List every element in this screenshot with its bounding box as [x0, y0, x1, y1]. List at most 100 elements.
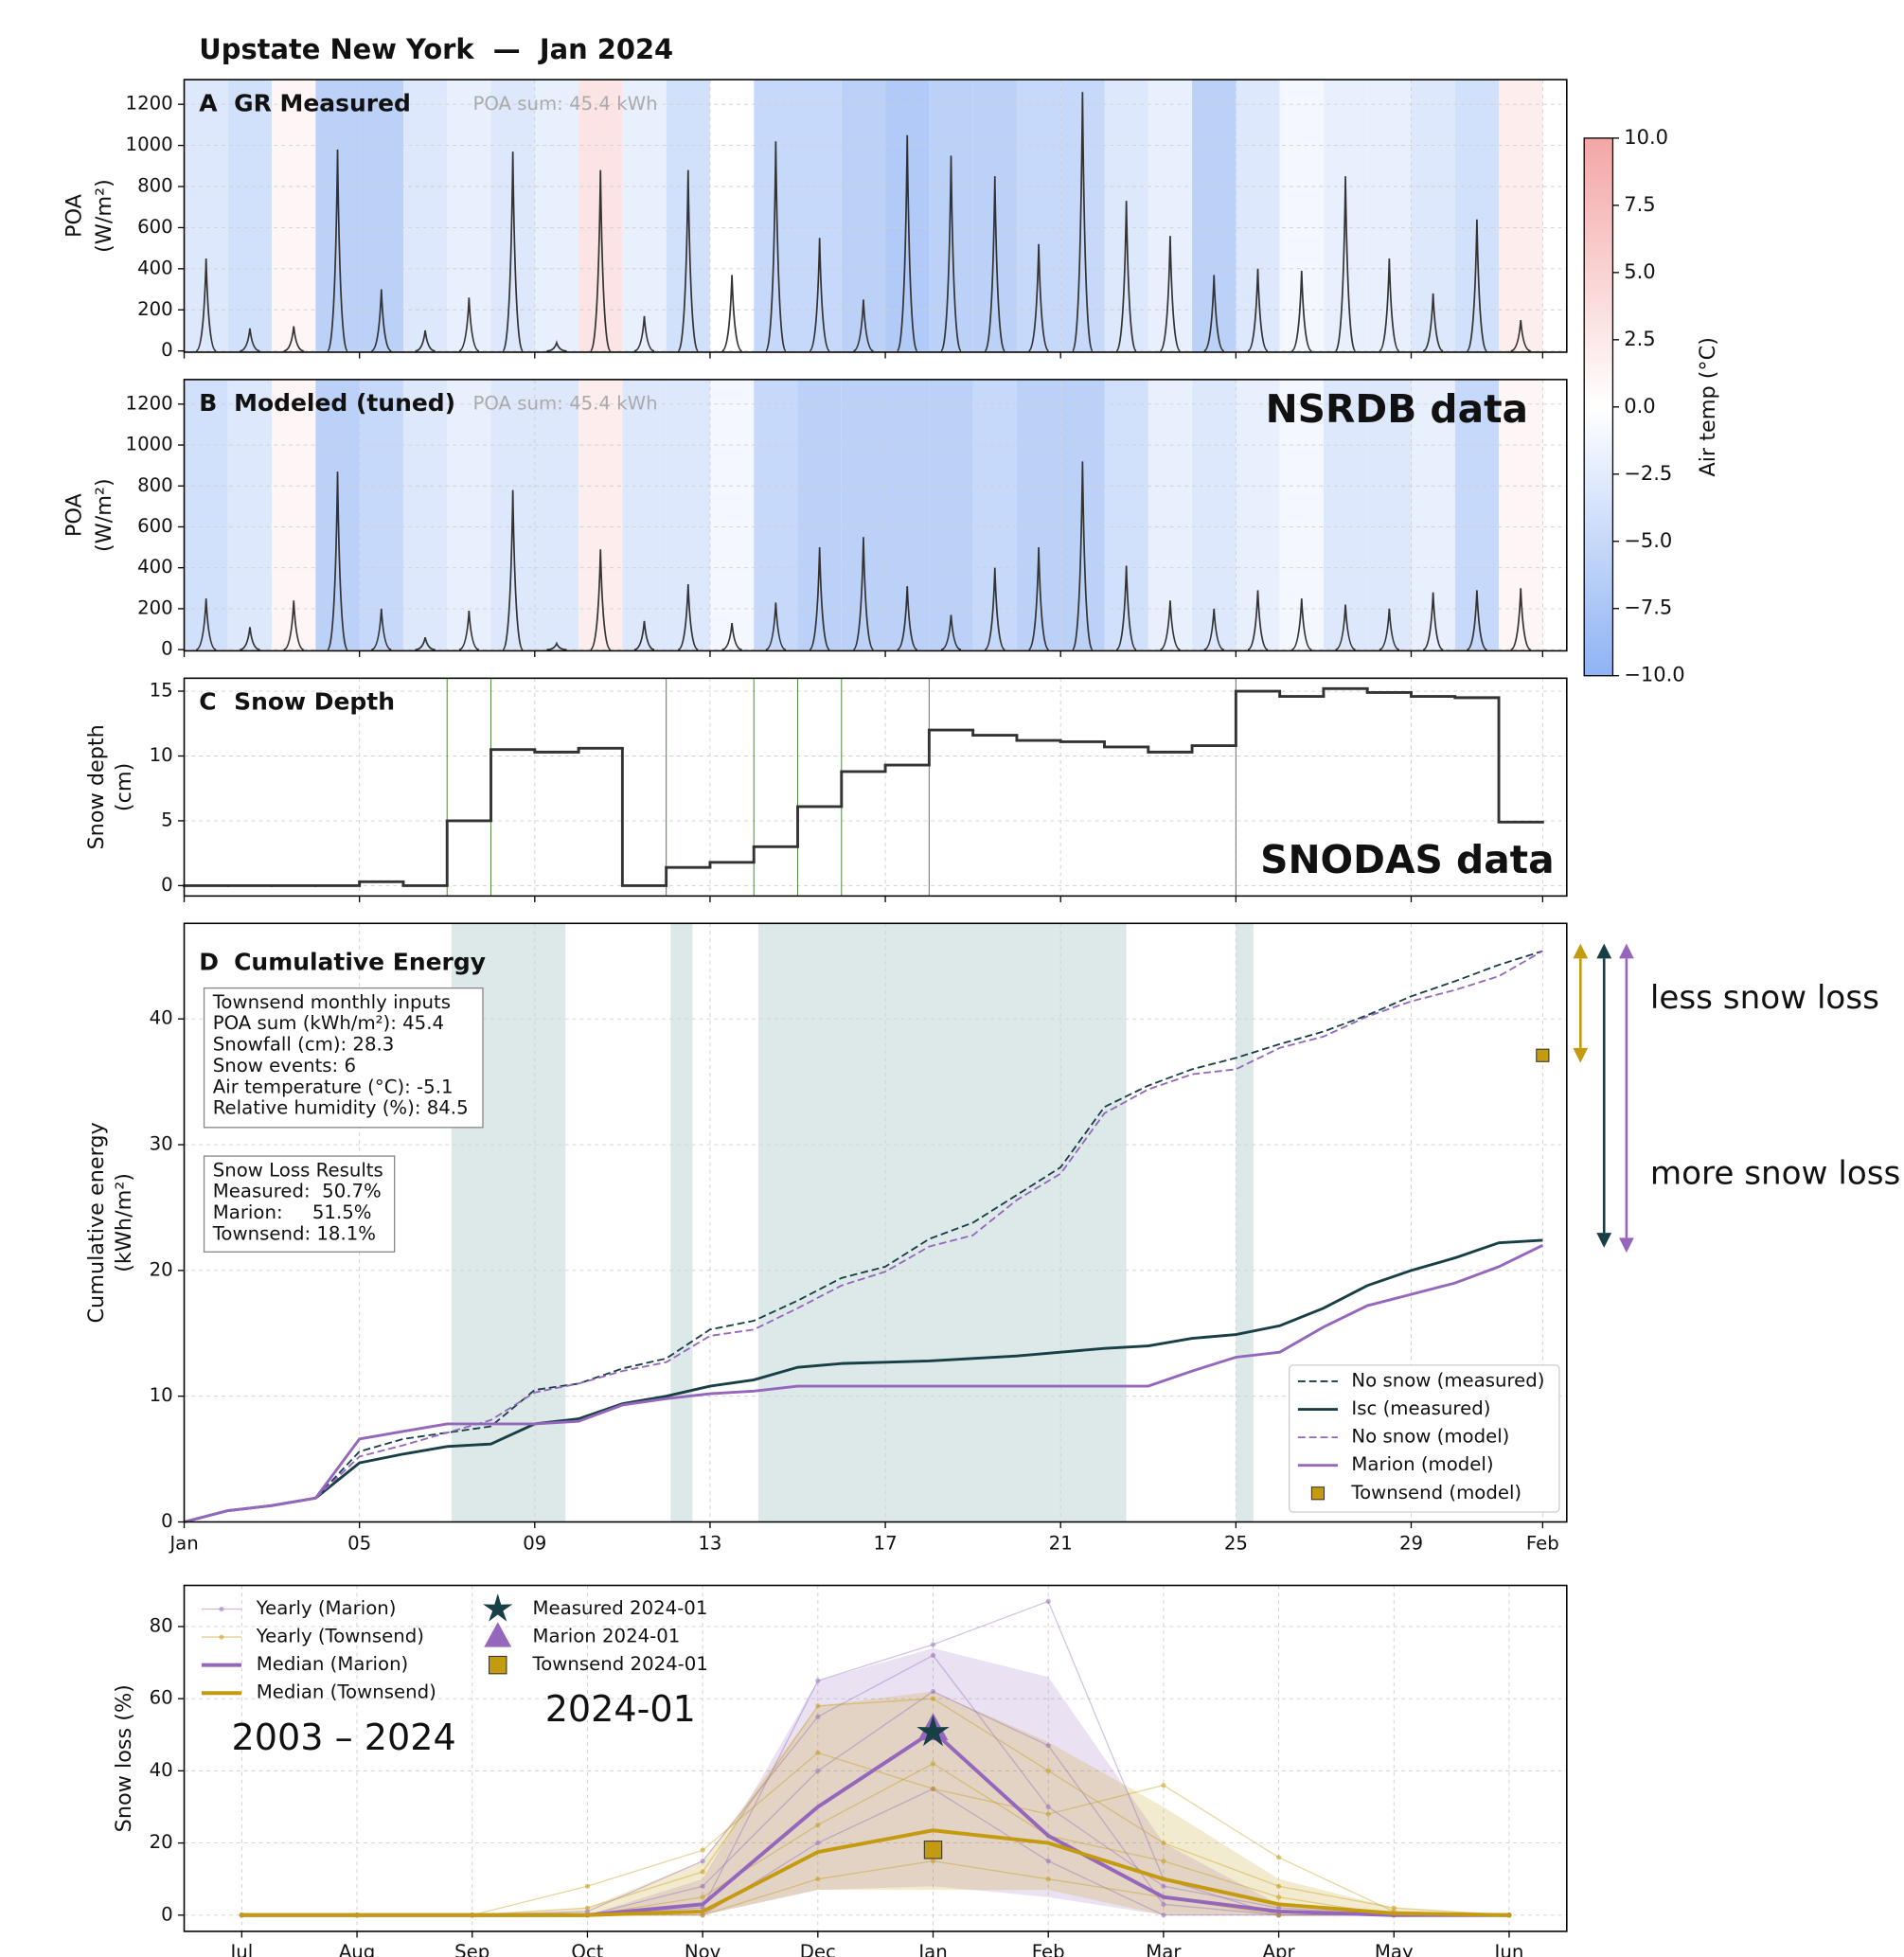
legend-dot [219, 1606, 224, 1612]
temperature-band [1367, 379, 1412, 651]
y-tick-label: 30 [150, 1133, 173, 1155]
temperature-band [797, 80, 842, 352]
y-tick-label: 0 [161, 1903, 173, 1925]
yearly-point [815, 1768, 821, 1773]
temperature-band [972, 379, 1017, 651]
temperature-band [402, 379, 448, 651]
temperature-band [578, 379, 623, 651]
yearly-point [815, 1678, 821, 1683]
legend-label: No snow (model) [1351, 1426, 1509, 1448]
results-text: Measured: 50.7% [213, 1181, 382, 1202]
y-tick-label: 40 [150, 1759, 173, 1781]
yearly-point [1275, 1913, 1282, 1918]
yearly-point [1045, 1811, 1051, 1817]
arrow-head [1573, 1047, 1589, 1063]
colorbar-tick-label: 0.0 [1624, 394, 1655, 418]
temperature-band [666, 379, 710, 651]
month-marker [916, 1715, 950, 1747]
yearly-point [815, 1750, 821, 1755]
legend-dot [219, 1634, 224, 1640]
y-tick-label: 0 [161, 1510, 173, 1532]
x-tick-label: 09 [523, 1533, 546, 1555]
energy-line [241, 1828, 1509, 1917]
poa-peak [371, 608, 392, 650]
temperature-band [885, 80, 930, 352]
panel-letter: D [199, 948, 219, 975]
temperature-band [754, 80, 798, 352]
poa-peak [1159, 236, 1181, 352]
poa-peak [502, 151, 525, 352]
yearly-point [815, 1877, 821, 1882]
poa-peak [1335, 604, 1356, 650]
inputs-text: Snowfall (cm): 28.3 [213, 1034, 395, 1056]
poa-peak [984, 176, 1006, 352]
yearly-point [930, 1642, 936, 1647]
poa-peak [1510, 320, 1531, 352]
arrow-label: more snow loss [1650, 1154, 1900, 1192]
temperature-band [315, 80, 360, 352]
yearly-point [1275, 1883, 1282, 1889]
yearly-point [930, 1858, 936, 1864]
temperature-band [184, 80, 228, 352]
legend-marker [483, 1593, 513, 1622]
y-axis-label: Snow depth [84, 724, 109, 849]
data-source: SNODAS data [1260, 837, 1555, 882]
plot-frame [183, 379, 1568, 652]
poa-peak [283, 600, 305, 650]
plot-area [184, 678, 1567, 897]
y-tick-label: 200 [137, 298, 173, 320]
y-tick-label: 10 [150, 1384, 173, 1406]
y-axis-label: (W/m²) [92, 179, 116, 253]
panel: 0 200 400 600 800 1000 1200 B Modeled (tuned) POA… [62, 379, 1568, 660]
poa-peak [1467, 590, 1487, 650]
poa-peak [721, 275, 742, 352]
poa-peak [1072, 92, 1094, 352]
results-text: Snow Loss Results [213, 1159, 383, 1181]
yearly-point [584, 1883, 591, 1889]
y-axis-label: Cumulative energy [84, 1122, 109, 1323]
temperature-band [841, 379, 886, 651]
snow-period [757, 923, 1127, 1522]
x-tick-label: Aug [339, 1941, 375, 1957]
y-tick-label: 800 [137, 474, 173, 496]
y-tick-label: 60 [150, 1687, 173, 1709]
poa-peak [677, 583, 699, 650]
yearly-point [1045, 1743, 1051, 1749]
range-band [241, 1691, 1509, 1915]
y-tick-label: 1000 [126, 434, 173, 455]
poa-peak [940, 155, 962, 352]
temperature-band [490, 80, 535, 352]
temperature-band [622, 80, 667, 352]
x-tick-label: 13 [698, 1533, 721, 1555]
y-axis-label: Snow loss (%) [112, 1684, 136, 1832]
y-tick-label: 1200 [126, 392, 173, 414]
temperature-band [1367, 80, 1412, 352]
poa-peak [1422, 592, 1444, 650]
poa-peak [1028, 547, 1050, 650]
x-tick-label: Apr [1263, 1941, 1296, 1957]
y-axis-label: POA [62, 492, 86, 537]
poa-peak [1115, 565, 1137, 650]
poa-peak [1290, 598, 1312, 650]
x-tick-label: Jun [1493, 1941, 1524, 1957]
yearly-point [1161, 1901, 1166, 1907]
poa-peak [502, 489, 525, 650]
yearly-point [930, 1652, 936, 1659]
yearly-point [815, 1714, 821, 1719]
temperature-band [1499, 379, 1543, 651]
colorbar-tick-label: −10.0 [1624, 663, 1684, 686]
poa-sum-note: POA sum: 45.4 kWh [472, 393, 657, 415]
poa-peak [370, 289, 392, 352]
townsend-point [1536, 1048, 1550, 1062]
poa-peak [195, 598, 217, 650]
poa-peak [415, 636, 436, 650]
colorbar-tick-label: −5.0 [1624, 528, 1672, 552]
poa-peak [589, 169, 612, 352]
yearly-point [1045, 1858, 1051, 1864]
poa-peak [590, 549, 612, 650]
plot-frame [183, 79, 1568, 353]
poa-peak [546, 340, 567, 352]
temperature-band [359, 80, 403, 352]
x-tick-label: 17 [874, 1533, 898, 1555]
temperature-band [1192, 379, 1237, 651]
